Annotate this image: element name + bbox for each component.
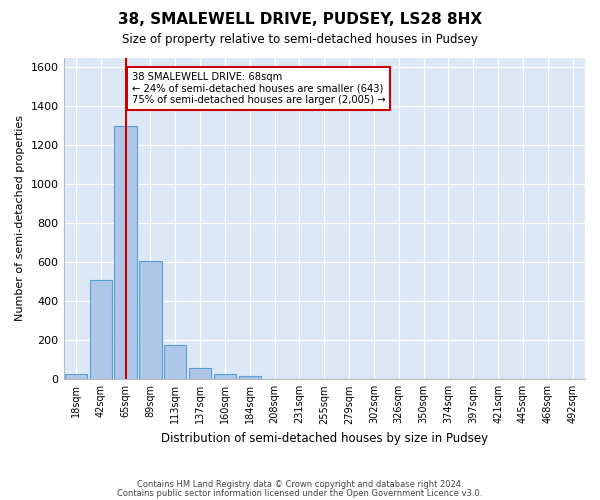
Bar <box>189 368 211 380</box>
Bar <box>139 262 161 380</box>
Bar <box>89 280 112 380</box>
Bar <box>164 345 187 380</box>
Text: Contains public sector information licensed under the Open Government Licence v3: Contains public sector information licen… <box>118 488 482 498</box>
Bar <box>115 126 137 380</box>
Bar <box>65 374 87 380</box>
Text: Size of property relative to semi-detached houses in Pudsey: Size of property relative to semi-detach… <box>122 32 478 46</box>
Y-axis label: Number of semi-detached properties: Number of semi-detached properties <box>15 116 25 322</box>
X-axis label: Distribution of semi-detached houses by size in Pudsey: Distribution of semi-detached houses by … <box>161 432 488 445</box>
Bar <box>239 376 261 380</box>
Text: Contains HM Land Registry data © Crown copyright and database right 2024.: Contains HM Land Registry data © Crown c… <box>137 480 463 489</box>
Text: 38, SMALEWELL DRIVE, PUDSEY, LS28 8HX: 38, SMALEWELL DRIVE, PUDSEY, LS28 8HX <box>118 12 482 28</box>
Bar <box>214 374 236 380</box>
Text: 38 SMALEWELL DRIVE: 68sqm
← 24% of semi-detached houses are smaller (643)
75% of: 38 SMALEWELL DRIVE: 68sqm ← 24% of semi-… <box>132 72 385 105</box>
